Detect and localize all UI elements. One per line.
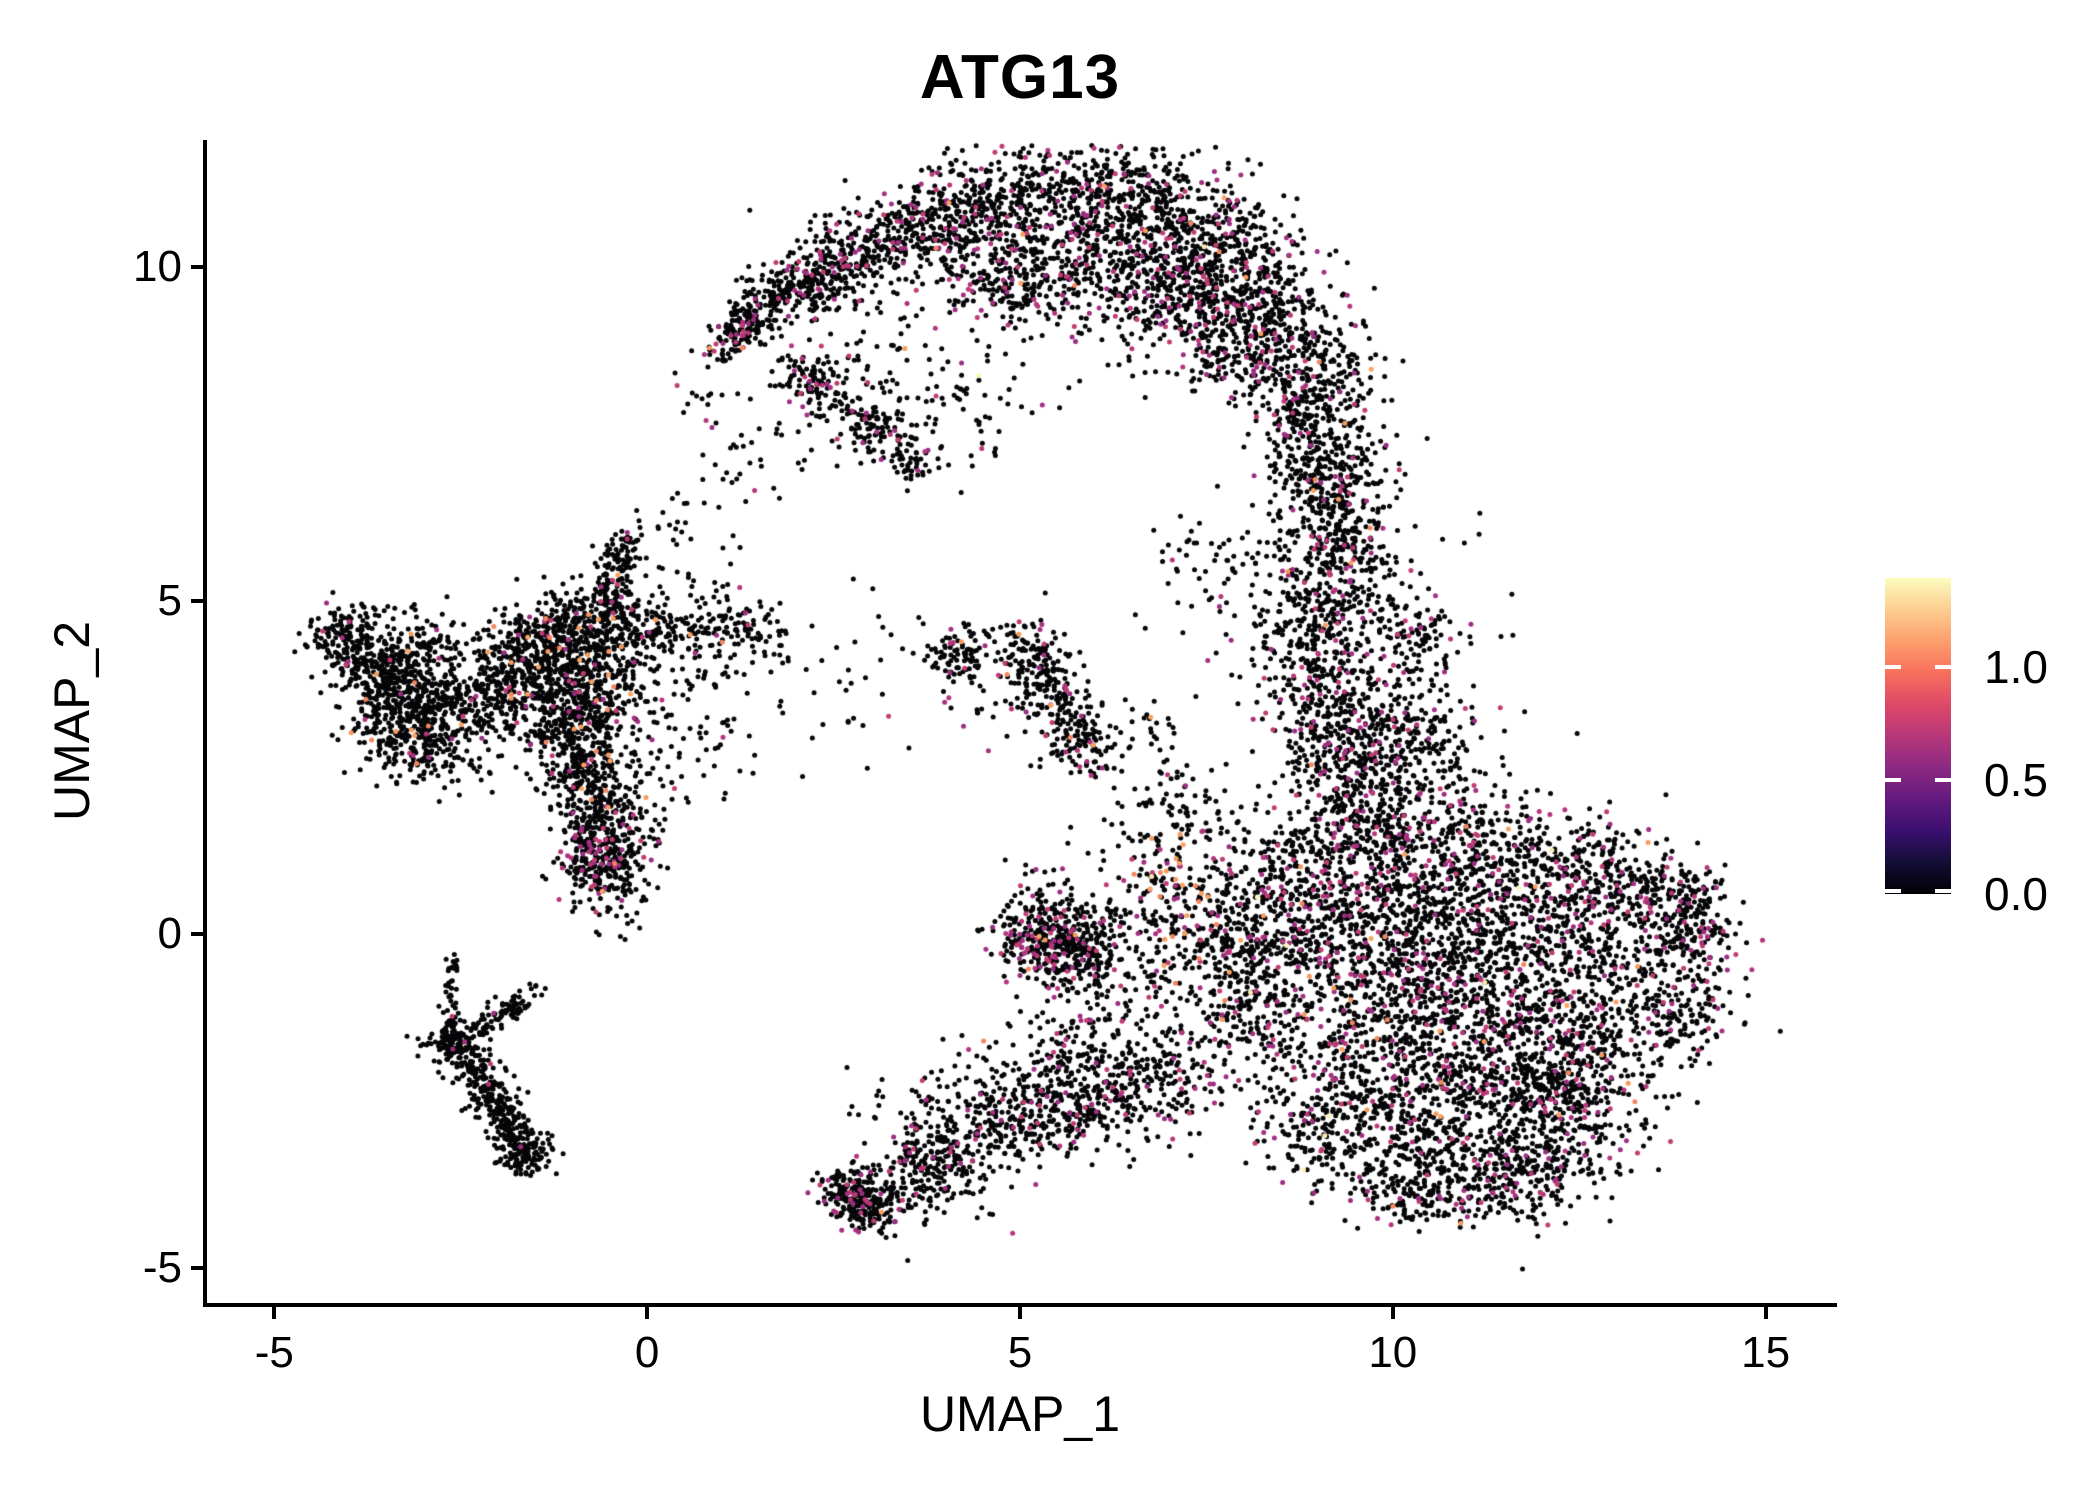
y-tick-mark [191,264,203,269]
colorbar-tick-label: 0.0 [1984,868,2048,920]
plot-title: ATG13 [919,43,1121,112]
x-tick-mark [1763,1307,1768,1319]
x-tick-label: 10 [1368,1328,1418,1377]
y-tick-mark [191,598,203,603]
colorbar-tick-label: 1.0 [1984,640,2048,693]
y-tick-label: 0 [157,909,182,959]
x-tick-label: 15 [1741,1328,1791,1377]
y-axis-title: UMAP_2 [44,620,100,822]
x-tick-mark [1018,1307,1022,1319]
y-tick-label: -5 [142,1243,182,1293]
x-tick-label: 5 [1007,1328,1033,1377]
colorbar-gradient [1885,578,1951,894]
x-axis-line [203,1303,1837,1307]
y-tick-mark [191,1266,203,1271]
y-tick-label: 5 [157,575,182,625]
colorbar-tick-label: 0.5 [1984,754,2048,807]
colorbar-tick-dash [1885,889,1901,893]
colorbar-tick-dash [1935,778,1951,783]
x-tick-label: 0 [634,1328,660,1377]
x-tick-mark [1390,1307,1395,1319]
y-axis-line [203,140,207,1307]
x-axis-title: UMAP_1 [919,1386,1121,1442]
colorbar-tick-dash [1935,889,1951,893]
colorbar-tick-dash [1885,664,1901,669]
colorbar-tick-dash [1935,664,1951,669]
y-tick-mark [191,932,203,937]
x-tick-mark [272,1307,277,1319]
x-tick-label: -5 [254,1328,294,1377]
colorbar-tick-dash [1885,778,1901,783]
y-tick-label: 10 [133,241,182,291]
x-tick-mark [645,1307,650,1319]
